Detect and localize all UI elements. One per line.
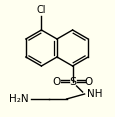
Text: NH: NH	[86, 89, 101, 99]
Text: S: S	[68, 77, 75, 87]
Text: O: O	[84, 77, 92, 87]
Text: O: O	[52, 77, 60, 87]
Text: Cl: Cl	[36, 5, 46, 15]
Text: H₂N: H₂N	[9, 94, 28, 104]
